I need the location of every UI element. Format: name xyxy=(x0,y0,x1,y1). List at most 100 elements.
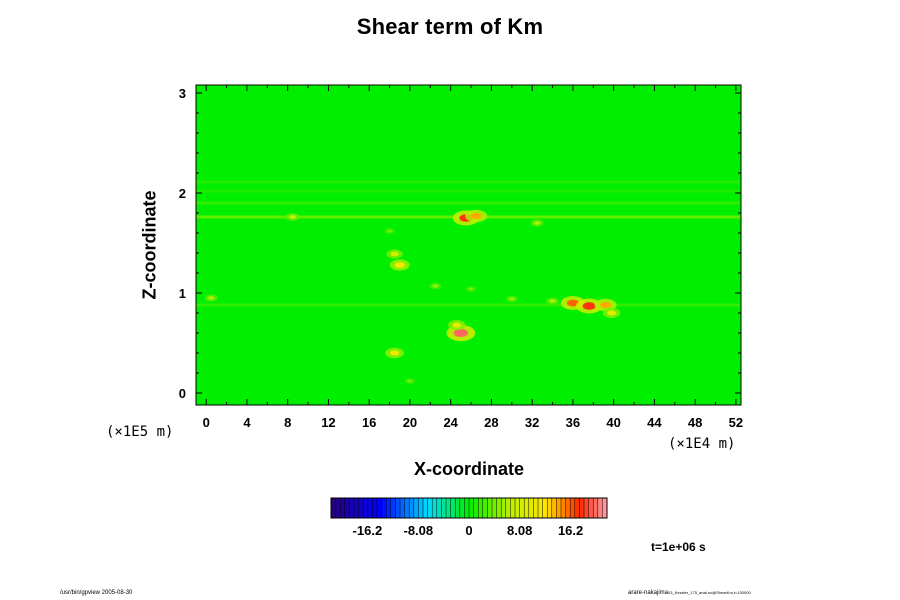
colorbar-segment xyxy=(335,498,341,518)
colorbar-segment xyxy=(473,498,479,518)
colorbar-segment xyxy=(436,498,442,518)
x-tick-label: 36 xyxy=(566,415,580,430)
y-tick-label: 2 xyxy=(179,186,186,201)
y-tick-label: 3 xyxy=(179,86,186,101)
x-tick-label: 40 xyxy=(606,415,620,430)
colorbar-segment xyxy=(409,498,415,518)
y-tick-label: 1 xyxy=(179,286,186,301)
heatmap-feature-core xyxy=(208,296,215,300)
colorbar-segment xyxy=(446,498,451,518)
heatmap-feature-core xyxy=(470,212,482,220)
colorbar-segment xyxy=(528,498,534,518)
heatmap-band xyxy=(196,189,741,193)
plot-frame xyxy=(195,84,742,406)
colorbar-segment xyxy=(432,498,438,518)
colorbar-segment xyxy=(584,498,589,518)
colorbar-segment xyxy=(547,498,553,518)
x-tick-label: 20 xyxy=(403,415,417,430)
heatmap-feature-core xyxy=(599,301,612,309)
colorbar-segment xyxy=(602,498,608,518)
x-tick-label: 4 xyxy=(243,415,251,430)
heatmap-feature-core xyxy=(607,310,617,316)
y-tick-label: 0 xyxy=(179,386,186,401)
heatmap-feature-core xyxy=(533,221,541,225)
colorbar-segment xyxy=(459,498,465,518)
x-tick-label: 52 xyxy=(729,415,743,430)
colorbar-tick-label: -8.08 xyxy=(403,523,433,538)
colorbar-segment xyxy=(538,498,543,518)
colorbar-segment xyxy=(377,498,382,518)
colorbar-segment xyxy=(469,498,474,518)
heatmap-feature-core xyxy=(566,299,579,307)
heatmap-feature-core xyxy=(394,262,405,268)
footer-file: 03_Kessler_175_anal.nc@ShearKm,t=100000 xyxy=(668,590,751,595)
x-tick-label: 16 xyxy=(362,415,376,430)
colorbar-segment xyxy=(551,498,557,518)
colorbar-segment xyxy=(395,498,401,518)
colorbar-segment xyxy=(588,498,594,518)
colorbar-segment xyxy=(478,498,484,518)
colorbar-segment xyxy=(441,498,447,518)
colorbar-segment xyxy=(487,498,493,518)
heatmap-feature-core xyxy=(432,284,439,288)
colorbar: -16.2 -8.08 0 8.08 16.2 xyxy=(330,497,608,538)
footer-user: arare-nakajima xyxy=(628,590,669,596)
colorbar-segment xyxy=(519,498,525,518)
colorbar-segment xyxy=(331,498,336,518)
heatmap-feature-core xyxy=(508,297,515,301)
heatmap-feature-core xyxy=(390,251,399,257)
colorbar-segment xyxy=(556,498,562,518)
colorbar-segment xyxy=(565,498,571,518)
footer-command-label: /usr/bin/gpview 2005-08-30 xyxy=(60,590,133,596)
colorbar-segment xyxy=(455,498,461,518)
heatmap-feature-core xyxy=(453,328,469,338)
colorbar-segment xyxy=(413,498,419,518)
heatmap-features xyxy=(204,209,621,385)
colorbar-segment xyxy=(597,498,603,518)
x-axis-label: X-coordinate xyxy=(413,459,524,479)
colorbar-segment xyxy=(464,498,470,518)
colorbar-tick-label: 16.2 xyxy=(558,523,583,538)
colorbar-segment xyxy=(344,498,350,518)
heatmap-background xyxy=(196,85,741,405)
y-axis-label: Z-coordinate xyxy=(139,190,160,300)
x-tick-label: 32 xyxy=(525,415,539,430)
heatmap-band xyxy=(196,201,741,205)
colorbar-segment xyxy=(358,498,364,518)
footer-file-label: arare-nakajima03_Kessler_175_anal.nc@She… xyxy=(628,590,751,596)
colorbar-segment xyxy=(354,498,359,518)
colorbar-segment xyxy=(450,498,456,518)
colorbar-segment xyxy=(367,498,373,518)
heatmap-feature-core xyxy=(582,302,596,310)
x-tick-label: 0 xyxy=(203,415,210,430)
heatmap-feature-core xyxy=(468,287,474,291)
colorbar-segment xyxy=(570,498,576,518)
heatmap-feature-core xyxy=(549,299,556,303)
colorbar-segment xyxy=(496,498,502,518)
colorbar-segment xyxy=(423,498,428,518)
colorbar-segment xyxy=(524,498,530,518)
x-axis-scale-label: (×1E4 m) xyxy=(668,436,736,452)
colorbar-segment xyxy=(593,498,599,518)
colorbar-segment xyxy=(579,498,585,518)
colorbar-segment xyxy=(574,498,580,518)
heatmap-feature-core xyxy=(386,229,393,233)
colorbar-segment xyxy=(363,498,369,518)
colorbar-segment xyxy=(427,498,433,518)
colorbar-segment xyxy=(533,498,539,518)
time-label: t=1e+06 s xyxy=(651,540,706,554)
colorbar-segment xyxy=(515,498,520,518)
colorbar-segment xyxy=(381,498,387,518)
y-axis-scale-label: (×1E5 m) xyxy=(106,424,174,440)
colorbar-segment xyxy=(418,498,424,518)
heatmap-feature-core xyxy=(289,214,297,220)
colorbar-segment xyxy=(349,498,355,518)
heatmap-feature-core xyxy=(407,379,413,383)
colorbar-segment xyxy=(386,498,392,518)
colorbar-segment xyxy=(561,498,566,518)
colorbar-segment xyxy=(340,498,346,518)
chart-title: Shear term of Km xyxy=(356,14,544,39)
colorbar-segment xyxy=(492,498,497,518)
x-tick-label: 48 xyxy=(688,415,702,430)
